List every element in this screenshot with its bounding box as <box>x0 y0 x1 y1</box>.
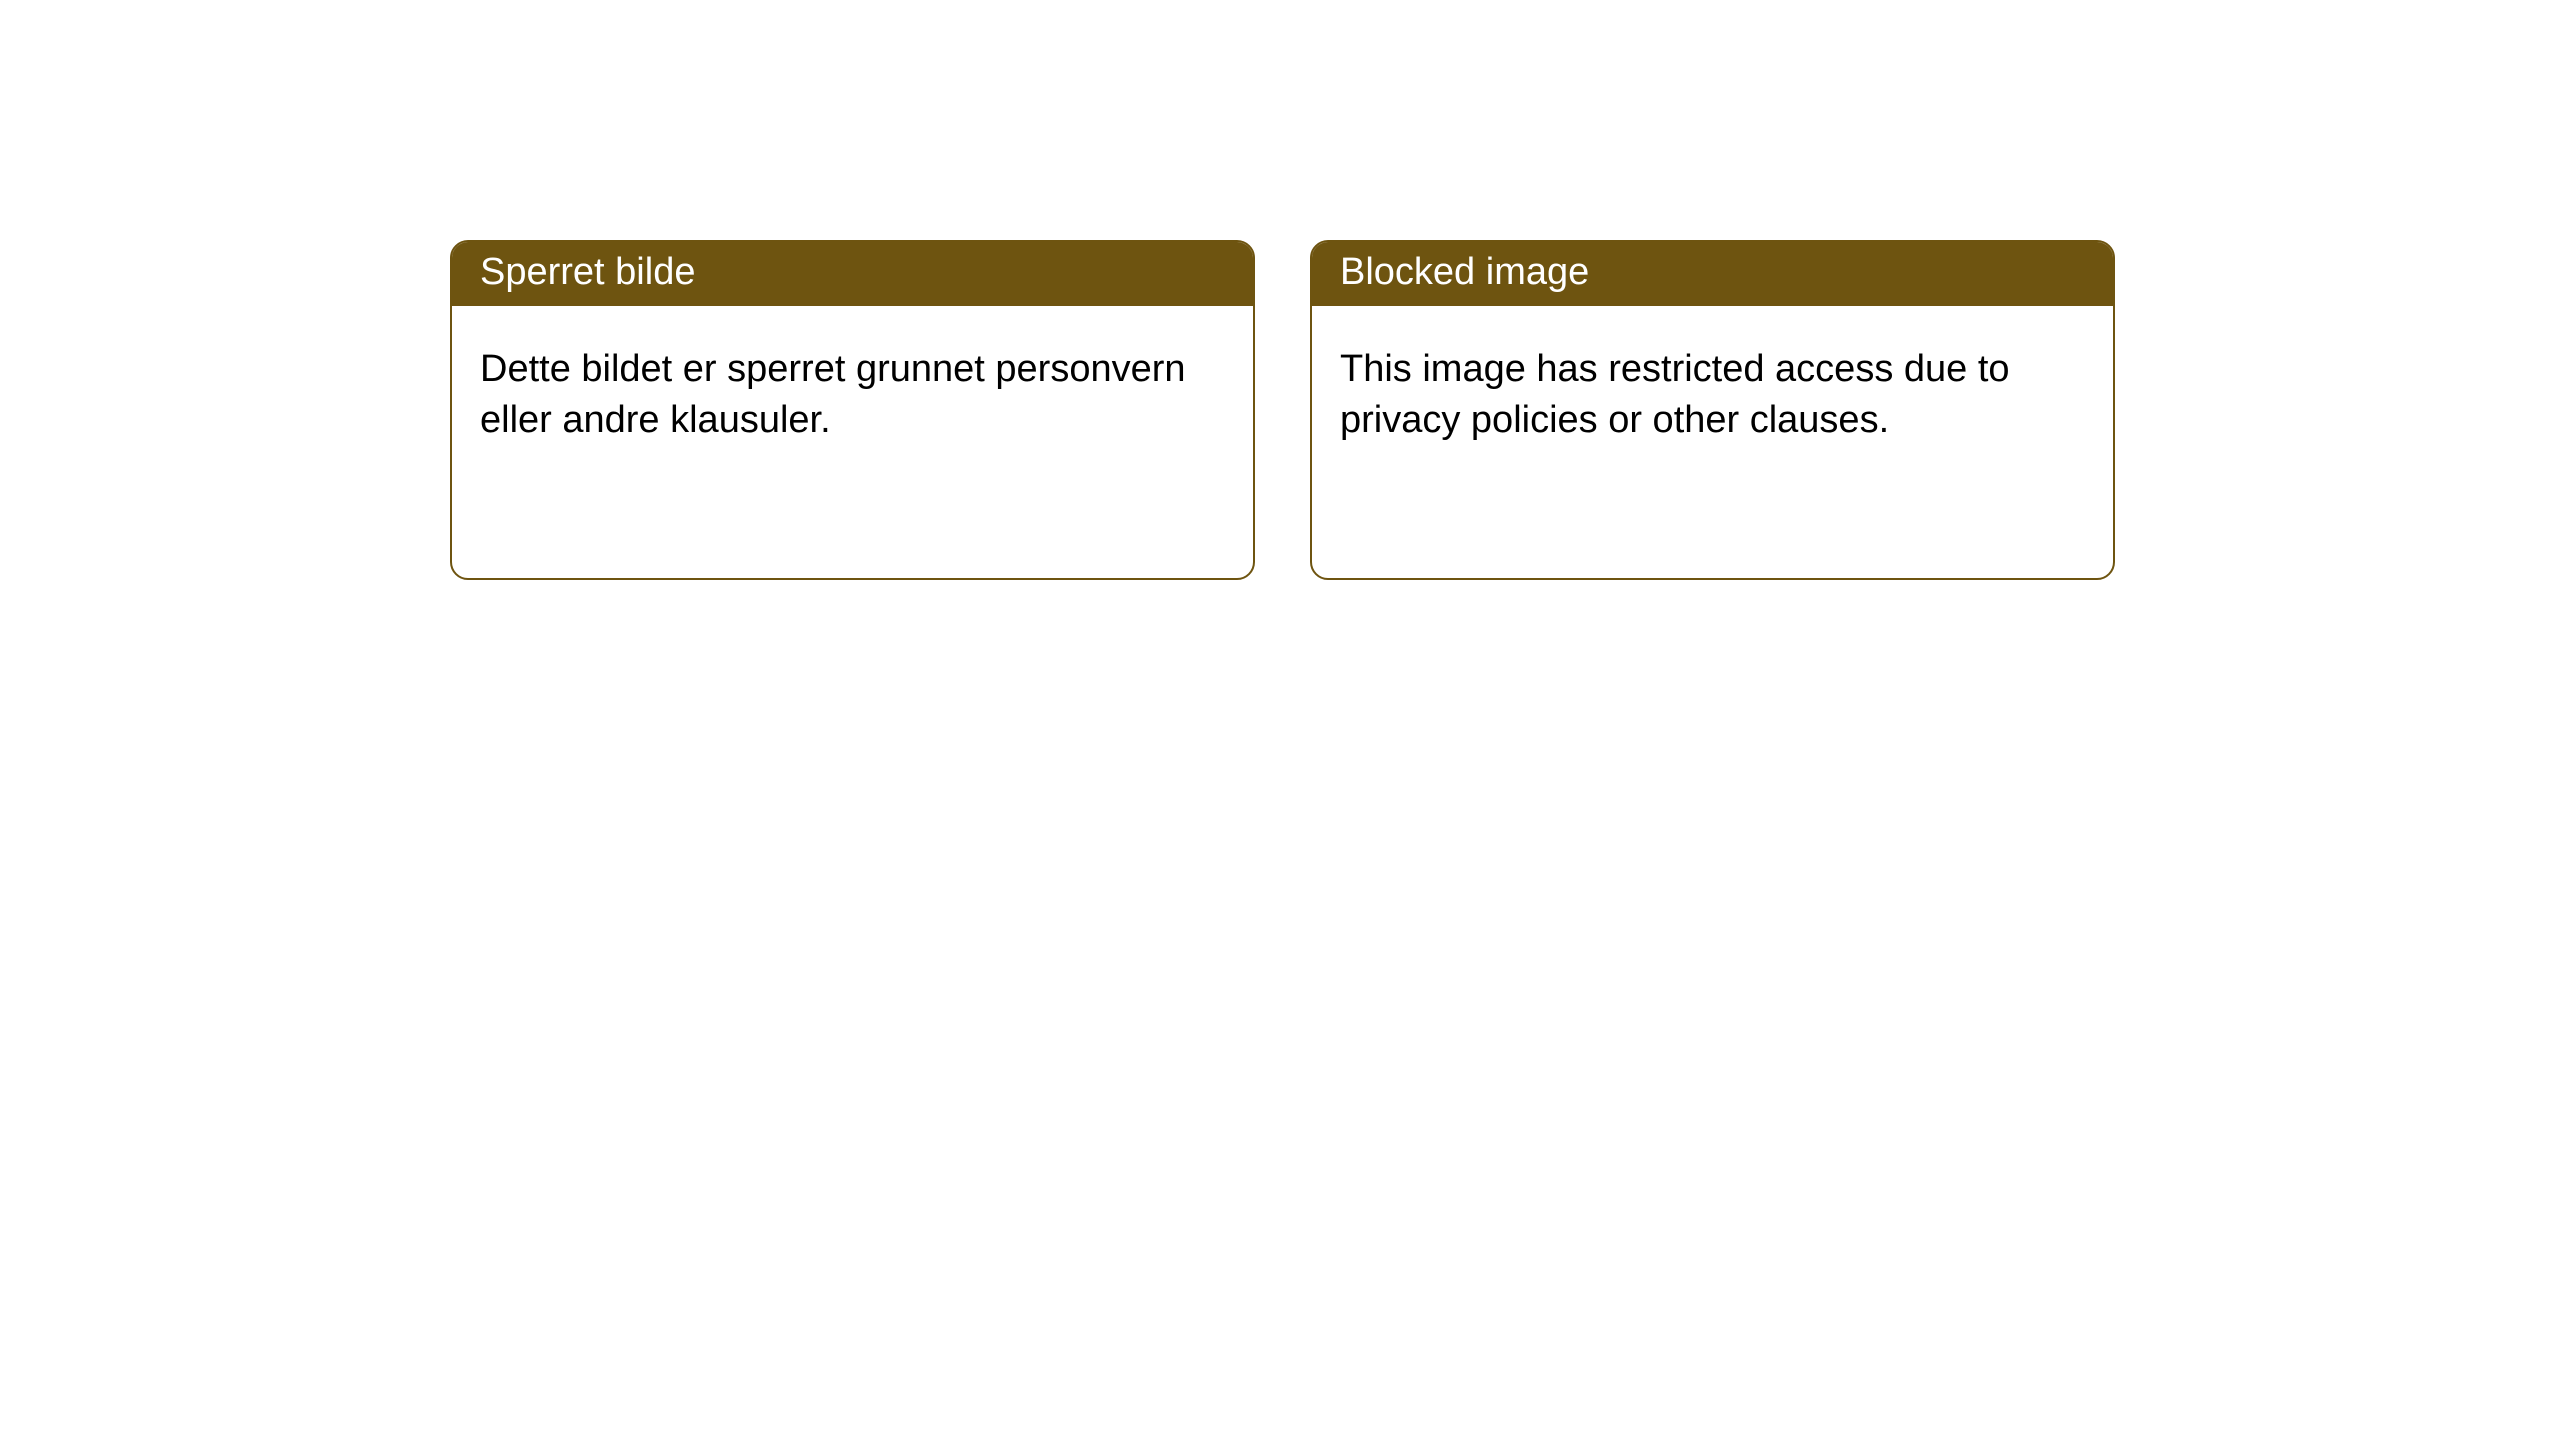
blocked-image-card-no: Sperret bilde Dette bildet er sperret gr… <box>450 240 1255 580</box>
card-body-en: This image has restricted access due to … <box>1312 306 2113 485</box>
notice-container: Sperret bilde Dette bildet er sperret gr… <box>0 0 2560 580</box>
card-title-en: Blocked image <box>1312 242 2113 306</box>
blocked-image-card-en: Blocked image This image has restricted … <box>1310 240 2115 580</box>
card-body-no: Dette bildet er sperret grunnet personve… <box>452 306 1253 485</box>
card-title-no: Sperret bilde <box>452 242 1253 306</box>
